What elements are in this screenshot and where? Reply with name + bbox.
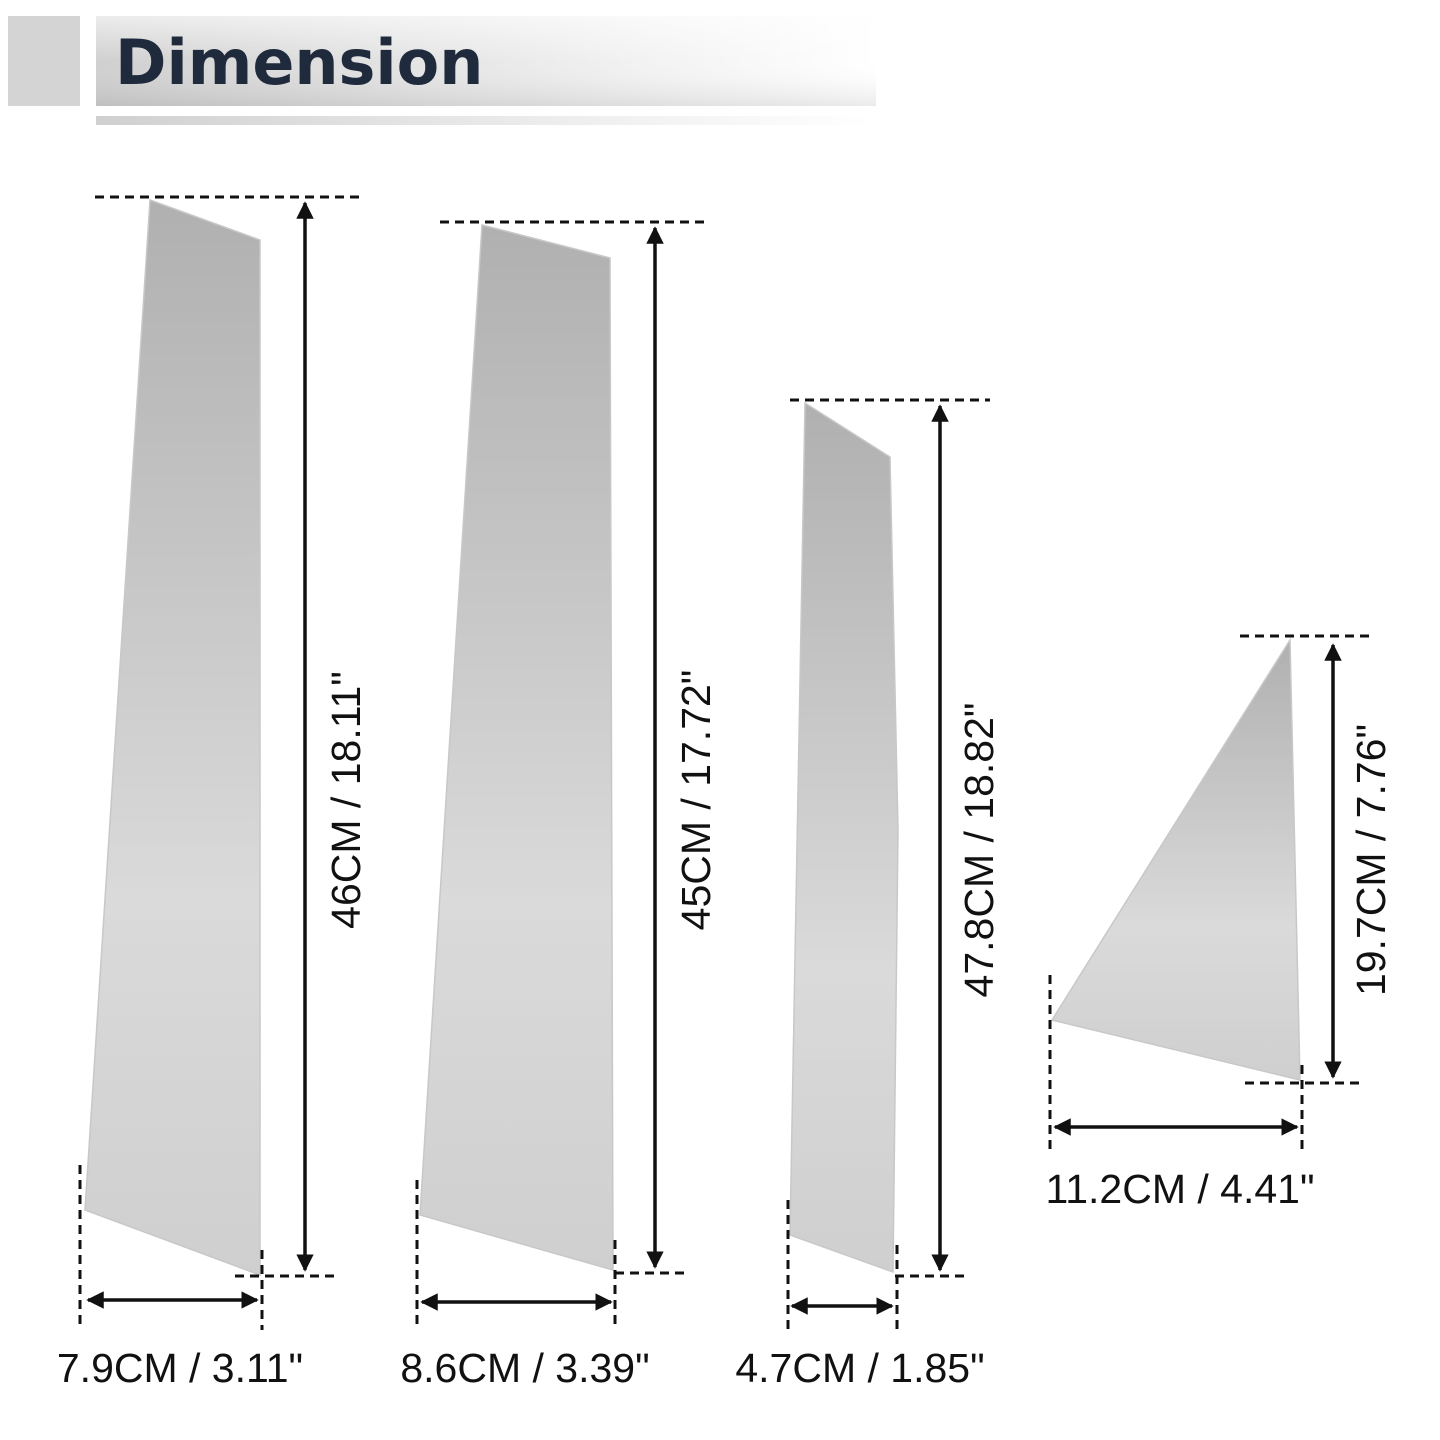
width-label: 4.7CM / 1.85" xyxy=(735,1345,984,1391)
header-shade xyxy=(96,16,876,106)
triangle-shape xyxy=(1050,637,1301,1081)
header-underline xyxy=(96,116,876,125)
height-label: 47.8CM / 18.82" xyxy=(956,703,1002,998)
pillar-shape xyxy=(789,401,899,1274)
piece-4: 19.7CM / 7.76" 11.2CM / 4.41" xyxy=(1045,634,1394,1212)
header-tab xyxy=(8,16,80,106)
piece-2: 45CM / 17.72" 8.6CM / 3.39" xyxy=(400,220,719,1391)
pillar-shape xyxy=(419,224,614,1271)
width-label: 11.2CM / 4.41" xyxy=(1045,1166,1314,1212)
pillar-shape xyxy=(84,198,261,1277)
header: Dimension xyxy=(8,16,876,125)
width-label: 8.6CM / 3.39" xyxy=(400,1345,649,1391)
height-label: 46CM / 18.11" xyxy=(323,671,369,929)
piece-3: 47.8CM / 18.82" 4.7CM / 1.85" xyxy=(735,398,1002,1391)
width-label: 7.9CM / 3.11" xyxy=(57,1345,303,1391)
height-label: 45CM / 17.72" xyxy=(673,670,719,931)
title: Dimension xyxy=(115,26,483,99)
piece-1: 46CM / 18.11" 7.9CM / 3.11" xyxy=(57,195,369,1391)
height-label: 19.7CM / 7.76" xyxy=(1348,724,1394,996)
